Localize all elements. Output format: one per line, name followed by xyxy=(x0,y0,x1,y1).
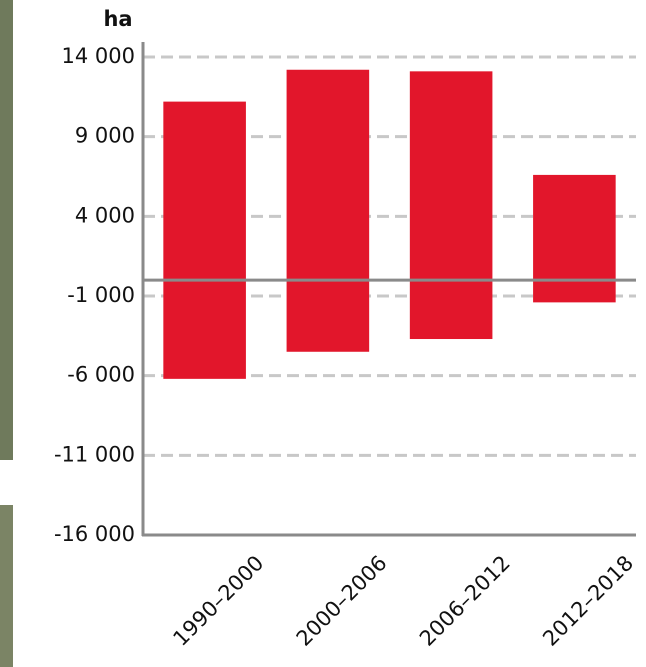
y-tick-label: -6 000 xyxy=(67,363,135,387)
y-tick-label: -11 000 xyxy=(54,442,135,466)
y-axis-unit: ha xyxy=(103,7,132,31)
y-tick-label: -1 000 xyxy=(67,283,135,307)
bar xyxy=(163,101,246,281)
bar xyxy=(409,280,493,340)
bar xyxy=(533,280,616,303)
photo-strip xyxy=(0,0,13,460)
bar xyxy=(409,71,493,281)
x-tick-label: 2000–2006 xyxy=(292,551,392,651)
y-tick-label: 4 000 xyxy=(75,203,135,227)
bar xyxy=(163,280,246,379)
x-tick-label: 1990–2000 xyxy=(168,551,268,651)
y-tick-label: 14 000 xyxy=(62,44,135,68)
bar xyxy=(286,280,370,352)
x-tick-label: 2006–2012 xyxy=(415,551,515,651)
x-tick-label: 2012–2018 xyxy=(538,551,638,651)
bar xyxy=(533,174,616,281)
y-tick-label: 9 000 xyxy=(75,124,135,148)
y-tick-label: -16 000 xyxy=(54,522,135,546)
photo-strip xyxy=(0,505,13,667)
bar xyxy=(286,69,370,281)
